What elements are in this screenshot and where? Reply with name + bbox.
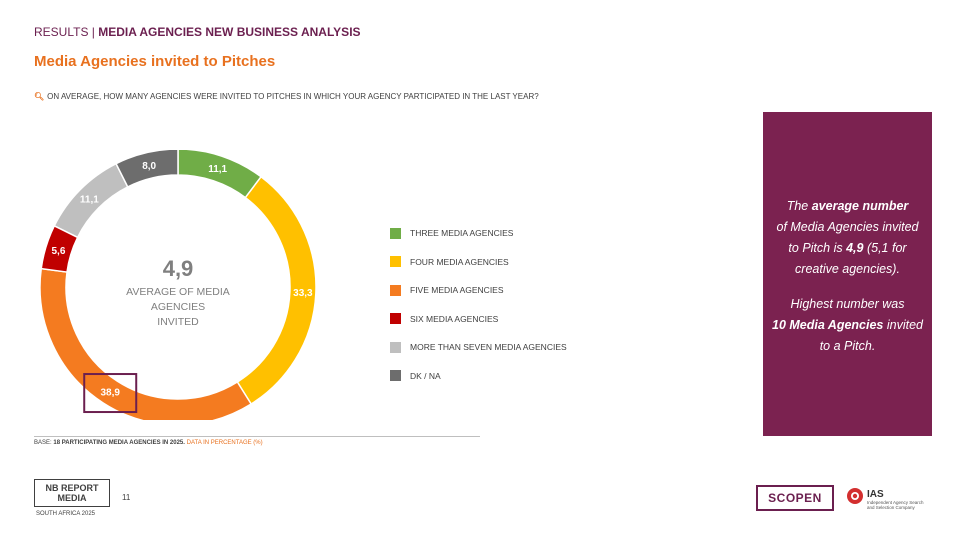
base-highlight: DATA IN PERCENTAGE (%): [186, 440, 263, 446]
slide-title: Media Agencies invited to Pitches: [34, 53, 276, 70]
legend-label: FOUR MEDIA AGENCIES: [410, 256, 509, 267]
question-line: 🔍︎ ON AVERAGE, HOW MANY AGENCIES WERE INV…: [34, 92, 539, 101]
header-section: MEDIA AGENCIES NEW BUSINESS ANALYSIS: [98, 25, 361, 39]
legend-item: MORE THAN SEVEN MEDIA AGENCIES: [390, 341, 567, 353]
center-text-line-2: AGENCIES: [151, 301, 205, 313]
header-prefix: RESULTS |: [34, 25, 95, 39]
legend-swatch: [390, 341, 401, 353]
callout-box: The average number of Media Agencies inv…: [763, 112, 932, 436]
callout-text: (5,1 for: [863, 241, 907, 255]
slice-value-label: 8,0: [142, 161, 156, 172]
slice-value-label: 33,3: [293, 288, 313, 299]
callout-emphasis: average number: [811, 199, 909, 213]
scopen-logo: SCOPEN: [756, 485, 834, 511]
callout-text: creative agencies).: [795, 262, 900, 276]
legend-swatch: [390, 284, 401, 296]
highlight-box: [83, 373, 138, 414]
legend-label: FIVE MEDIA AGENCIES: [410, 285, 504, 295]
legend-label: SIX MEDIA AGENCIES: [410, 313, 499, 324]
slice-value-label: 38,9: [100, 388, 120, 399]
callout-text: to Pitch is: [788, 241, 847, 255]
callout-text: The: [786, 199, 812, 213]
divider: [34, 436, 480, 437]
callout-emphasis: 10 Media Agencies: [772, 318, 884, 332]
center-text-line-1: AVERAGE OF MEDIA: [126, 286, 230, 298]
center-value: 4,9: [163, 256, 194, 281]
slice-value-label: 11,1: [80, 194, 99, 205]
ias-logo-text: IAS: [867, 489, 884, 500]
callout-text: Highest number was: [790, 297, 905, 311]
callout-text: of Media Agencies invited: [776, 220, 919, 234]
nb-report-logo: NB REPORT MEDIA: [34, 479, 110, 507]
question-text: ON AVERAGE, HOW MANY AGENCIES WERE INVIT…: [47, 92, 539, 101]
logo-line-1: NB REPORT: [45, 483, 99, 493]
logo-subtitle: SOUTH AFRICA 2025: [36, 511, 96, 517]
base-prefix: BASE:: [34, 440, 52, 446]
legend-label: THREE MEDIA AGENCIES: [410, 228, 514, 238]
page-number: 11: [122, 493, 131, 502]
slice-value-label: 5,6: [52, 246, 66, 257]
legend-swatch: [390, 256, 401, 267]
slice-value-label: 11,1: [208, 164, 227, 175]
callout-text: invited: [883, 318, 923, 332]
callout-text: to a Pitch.: [819, 339, 876, 353]
legend-item: FOUR MEDIA AGENCIES: [390, 256, 509, 268]
base-note: BASE: 18 PARTICIPATING MEDIA AGENCIES IN…: [34, 440, 263, 446]
center-text-line-3: INVITED: [157, 316, 199, 328]
legend-swatch: [390, 227, 401, 239]
legend-item: SIX MEDIA AGENCIES: [390, 313, 498, 325]
ias-tagline: Independent Agency Search and Selection …: [867, 500, 924, 510]
legend-item: FIVE MEDIA AGENCIES: [390, 284, 504, 296]
legend-label: DK / NA: [410, 370, 441, 381]
base-text: 18 PARTICIPATING MEDIA AGENCIES IN 2025.: [53, 440, 185, 446]
header-line: RESULTS | MEDIA AGENCIES NEW BUSINESS AN…: [34, 25, 361, 39]
legend-swatch: [390, 313, 401, 324]
legend-item: THREE MEDIA AGENCIES: [390, 227, 513, 239]
donut-slice: [115, 150, 179, 188]
legend-item: DK / NA: [390, 370, 441, 382]
legend-swatch: [390, 370, 401, 381]
donut-chart: 11,1 33,3 38,9 5,6 11,1 8,0 4,9 AVERAGE OF ME…: [40, 150, 317, 420]
ias-logo-icon: [847, 488, 863, 504]
legend-label: MORE THAN SEVEN MEDIA AGENCIES: [410, 342, 567, 352]
search-icon: 🔍︎: [34, 92, 45, 101]
logo-line-2: MEDIA: [57, 493, 87, 503]
callout-emphasis: 4,9: [846, 241, 864, 255]
